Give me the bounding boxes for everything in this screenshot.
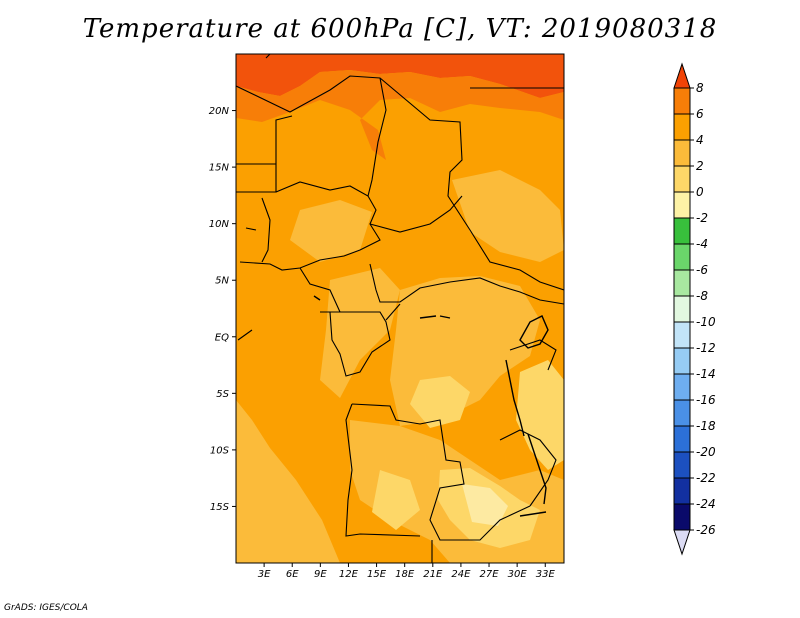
border-line [351, 403, 531, 541]
lon-tick-label: 21E [423, 569, 443, 580]
border-line [236, 54, 564, 291]
colorbar-swatch [673, 243, 691, 271]
colorbar-label: 2 [696, 159, 704, 173]
lon-tick-label: 9E [314, 569, 327, 580]
colorbar-swatch [673, 87, 691, 115]
border-line [329, 311, 391, 377]
country-borders [236, 54, 564, 563]
colorbar-label: -10 [696, 315, 716, 329]
colorbar-swatch [673, 321, 691, 349]
map-frame [235, 53, 565, 564]
border-line [385, 303, 401, 321]
colorbar-label: -18 [696, 419, 716, 433]
lake-outline [313, 295, 321, 301]
lat-tick-label: 5N [215, 276, 229, 287]
lake-outline [519, 511, 547, 517]
lat-tick-label: 15N [209, 163, 230, 174]
colorbar-swatch [673, 191, 691, 219]
lon-tick-label: 33E [536, 569, 556, 580]
colorbar-swatch [673, 347, 691, 375]
chart-title: Temperature at 600hPa [C], VT: 201908031… [82, 14, 718, 44]
border-line [369, 263, 564, 305]
colorbar-label: -12 [696, 341, 716, 355]
lon-tick-label: 15E [367, 569, 387, 580]
border-line [237, 329, 253, 341]
border-line [236, 115, 293, 193]
colorbar-label: -24 [696, 497, 716, 511]
colorbar: 8 6 4 2 0 -2 -4 -6 -8 -10 -12 -14 -16 -18 -20 -22 -24 -26 [673, 62, 716, 556]
lakes [313, 295, 549, 517]
colorbar-swatch [673, 165, 691, 193]
colorbar-swatch [673, 295, 691, 323]
colorbar-label: -22 [696, 471, 716, 485]
colorbar-top-arrow [673, 62, 691, 89]
colorbar-swatch [673, 217, 691, 245]
colorbar-swatch [673, 139, 691, 167]
map-panel [236, 54, 564, 563]
temperature-field-mild [236, 170, 564, 563]
border-line [369, 195, 463, 233]
colorbar-swatch [673, 399, 691, 427]
lat-tick-label: 5S [216, 389, 229, 400]
longitude-axis: 3E 6E 9E 12E 15E 18E 21E 24E 27E 30E 33E [258, 563, 556, 580]
credit-text: GrADS: IGES/COLA [4, 603, 88, 613]
border-line [345, 403, 421, 537]
colorbar-swatch [673, 113, 691, 141]
lat-tick-label: 10N [209, 219, 230, 230]
colorbar-swatch [673, 269, 691, 297]
lake-outline [527, 433, 547, 505]
colorbar-swatch [673, 425, 691, 453]
lat-tick-label: 20N [209, 106, 230, 117]
lon-tick-label: 30E [508, 569, 528, 580]
lon-tick-label: 27E [480, 569, 500, 580]
temperature-field-warm [236, 70, 564, 160]
colorbar-label: 8 [696, 81, 704, 95]
colorbar-swatch [673, 503, 691, 531]
colorbar-label: -14 [696, 367, 716, 381]
colorbar-label: -4 [696, 237, 708, 251]
lake-outline [505, 359, 525, 437]
lat-tick-label: EQ [215, 332, 229, 343]
lake-outline [519, 315, 549, 349]
lake-outline [419, 315, 451, 319]
colorbar-label: 0 [696, 185, 704, 199]
colorbar-swatch [673, 451, 691, 479]
colorbar-label: -6 [696, 263, 708, 277]
colorbar-label: 6 [696, 107, 704, 121]
lat-tick-label: 10S [210, 445, 230, 456]
border-line [245, 227, 257, 231]
colorbar-swatch [673, 373, 691, 401]
lon-tick-label: 24E [451, 569, 471, 580]
border-line [261, 197, 271, 263]
lon-tick-label: 12E [339, 569, 359, 580]
temperature-field-cool [372, 360, 564, 548]
border-line [239, 181, 381, 271]
lon-tick-label: 18E [395, 569, 415, 580]
colorbar-label: -8 [696, 289, 708, 303]
colorbar-bottom-arrow [673, 529, 691, 556]
border-line [367, 77, 387, 197]
temperature-field-hot [236, 54, 564, 98]
lon-tick-label: 6E [286, 569, 299, 580]
latitude-axis: 20N 15N 10N 5N EQ 5S 10S 15S [209, 106, 236, 513]
lat-tick-label: 15S [210, 502, 230, 513]
temperature-field-coolest [462, 484, 508, 526]
colorbar-label: 4 [696, 133, 704, 147]
colorbar-label: -2 [696, 211, 708, 225]
colorbar-label: -20 [696, 445, 716, 459]
colorbar-swatch [673, 477, 691, 505]
colorbar-label: -26 [696, 523, 716, 537]
lon-tick-label: 3E [258, 569, 271, 580]
colorbar-label: -16 [696, 393, 716, 407]
